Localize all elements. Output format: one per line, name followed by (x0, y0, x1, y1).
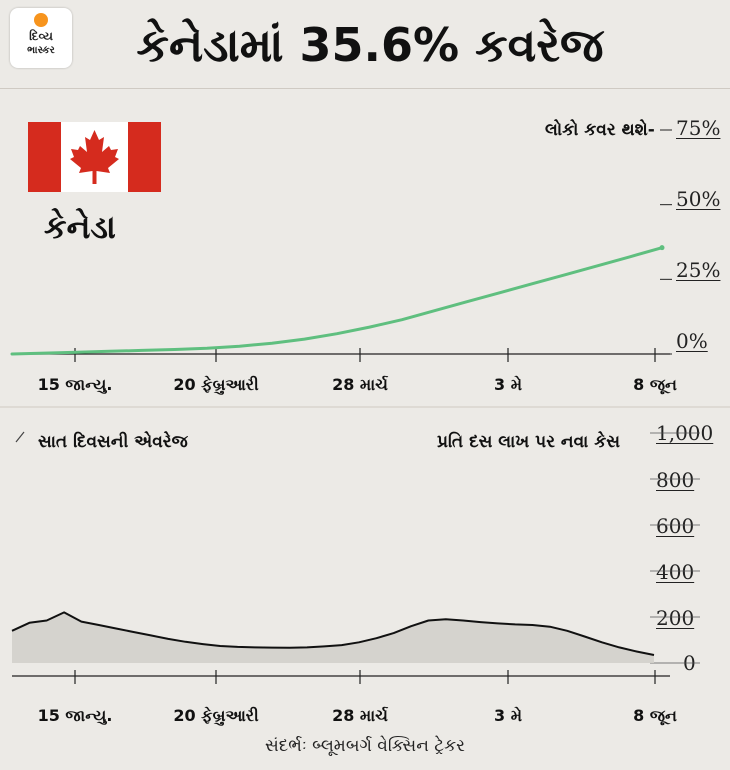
source-note: સંદર્ભઃ બ્લૂમબર્ગ વેક્સિન ટ્રેકર (265, 736, 465, 756)
chart2-xtick: 28 માર્ચ (332, 706, 388, 725)
chart1-xtick: 3 મે (494, 375, 522, 394)
chart2-xtick: 20 ફેબ્રુઆરી (173, 706, 259, 725)
chart2-subtitle: પ્રતિ દસ લાખ પર નવા કેસ (437, 432, 621, 452)
cases-area (12, 612, 654, 663)
chart2-xtick: 3 મે (494, 706, 522, 725)
chart1-xtick: 15 જાન્યુ. (37, 375, 113, 394)
coverage-end-point (659, 245, 665, 251)
page-title: કેનેડામાં 35.6% કવરેજ (136, 18, 604, 72)
maple-leaf-icon (70, 130, 119, 184)
chart2-title: સાત દિવસની એવરેજ (38, 432, 188, 452)
logo-text-line1: દિવ્ય (29, 29, 53, 43)
coverage-line (10, 246, 664, 356)
chart2-ytick: 400 (656, 560, 695, 584)
chart2-ytick: 800 (656, 468, 695, 492)
chart2-corner-mark (15, 431, 25, 443)
chart2-ytick: 200 (656, 606, 695, 630)
chart1-ytick: 50% (676, 187, 721, 211)
header: દિવ્ય ભાસ્કર કેનેડામાં 35.6% કવરેજ (0, 0, 730, 89)
cases-line (11, 611, 655, 656)
sun-icon (34, 13, 48, 27)
chart2-ytick: 600 (656, 514, 695, 538)
chart1-ytick: 25% (676, 258, 721, 282)
chart1-ytick: 0% (676, 329, 708, 353)
chart2-xtick: 8 જૂન (633, 706, 677, 725)
chart1-xtick: 8 જૂન (633, 375, 677, 394)
chart1-title: લોકો કવર થશે- (545, 120, 655, 140)
logo-text-line2: ભાસ્કર (27, 45, 55, 56)
chart1-xtick: 20 ફેબ્રુઆરી (173, 375, 259, 394)
chart1-ytick: 75% (676, 116, 721, 140)
chart1-xtick: 28 માર્ચ (332, 375, 388, 394)
country-label: કેનેડા (44, 208, 116, 246)
canada-flag (28, 122, 161, 192)
brand-logo[interactable]: દિવ્ય ભાસ્કર (10, 8, 72, 68)
chart2-xtick: 15 જાન્યુ. (37, 706, 113, 725)
